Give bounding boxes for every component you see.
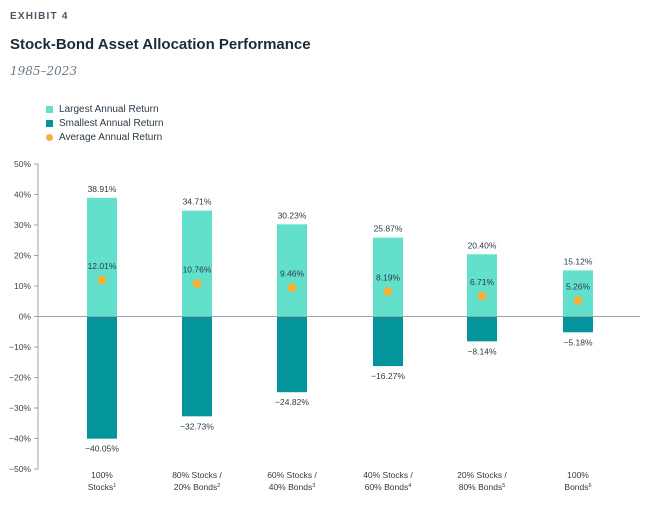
- data-label-average: 9.46%: [280, 269, 305, 279]
- legend-item-average: Average Annual Return: [46, 130, 164, 144]
- bar-smallest: [182, 316, 212, 417]
- legend-dot-average: [46, 133, 53, 141]
- x-tick-label: 40% Bonds3: [269, 482, 316, 492]
- data-label-largest: 25.87%: [374, 224, 403, 234]
- data-label-smallest: −24.82%: [275, 397, 309, 407]
- data-label-smallest: −40.05%: [85, 444, 119, 454]
- y-tick-label: 0%: [19, 312, 32, 322]
- data-label-smallest: −5.18%: [563, 337, 593, 347]
- avg-point: [477, 291, 487, 301]
- data-label-smallest: −8.14%: [467, 346, 497, 356]
- data-label-average: 10.76%: [183, 265, 212, 275]
- chart-subtitle: 1985–2023: [10, 64, 78, 78]
- x-tick-label: Bonds6: [564, 482, 591, 492]
- bar-smallest: [467, 316, 497, 342]
- y-tick-label: 40%: [14, 190, 31, 200]
- legend-label-average: Average Annual Return: [59, 131, 163, 143]
- x-tick-label: 60% Stocks /: [267, 470, 317, 480]
- x-tick-label: 60% Bonds4: [365, 482, 412, 492]
- data-label-average: 12.01%: [88, 261, 117, 271]
- data-label-largest: 30.23%: [278, 210, 307, 220]
- legend-item-smallest: Smallest Annual Return: [46, 116, 164, 130]
- y-tick-label: −20%: [9, 373, 31, 383]
- x-tick-label: 100%: [567, 470, 589, 480]
- y-tick-label: 20%: [14, 251, 31, 261]
- legend: Largest Annual Return Smallest Annual Re…: [46, 102, 164, 144]
- data-label-average: 6.71%: [470, 277, 495, 287]
- data-label-smallest: −16.27%: [371, 371, 405, 381]
- y-tick-label: −30%: [9, 403, 31, 413]
- x-tick-label: 80% Bonds5: [459, 482, 506, 492]
- exhibit-label: EXHIBIT 4: [10, 11, 69, 22]
- x-tick-label: 100%: [91, 470, 113, 480]
- x-tick-label: 80% Stocks /: [172, 470, 222, 480]
- y-tick-label: 50%: [14, 159, 31, 169]
- bar-smallest: [277, 316, 307, 393]
- data-label-largest: 20.40%: [468, 240, 497, 250]
- chart-title: Stock-Bond Asset Allocation Performance: [10, 36, 311, 53]
- legend-label-smallest: Smallest Annual Return: [59, 117, 164, 129]
- y-tick-label: −10%: [9, 342, 31, 352]
- data-label-average: 5.26%: [566, 281, 591, 291]
- bar-largest: [182, 210, 212, 317]
- bar-largest: [563, 270, 593, 317]
- legend-swatch-largest: [46, 105, 53, 113]
- y-tick-label: −50%: [9, 464, 31, 474]
- data-label-largest: 34.71%: [183, 197, 212, 207]
- bar-smallest: [87, 316, 117, 439]
- x-tick-label: Stocks1: [88, 482, 117, 492]
- bar-largest: [87, 197, 117, 317]
- legend-item-largest: Largest Annual Return: [46, 102, 164, 116]
- x-tick-label: 20% Stocks /: [457, 470, 507, 480]
- avg-point: [287, 283, 297, 293]
- avg-point: [97, 275, 107, 285]
- y-tick-label: −40%: [9, 434, 31, 444]
- legend-swatch-smallest: [46, 119, 53, 127]
- bar-largest: [277, 224, 307, 317]
- x-tick-label: 40% Stocks /: [363, 470, 413, 480]
- bar-smallest: [563, 316, 593, 333]
- bar-largest: [467, 254, 497, 317]
- avg-point: [192, 279, 202, 289]
- bar-smallest: [373, 316, 403, 367]
- data-label-largest: 38.91%: [88, 184, 117, 194]
- y-tick-label: 10%: [14, 281, 31, 291]
- data-label-average: 8.19%: [376, 273, 401, 283]
- legend-label-largest: Largest Annual Return: [59, 103, 159, 115]
- x-tick-label: 20% Bonds2: [174, 482, 221, 492]
- avg-point: [573, 295, 583, 305]
- data-label-smallest: −32.73%: [180, 421, 214, 431]
- bar-largest: [373, 237, 403, 317]
- avg-point: [383, 287, 393, 297]
- data-label-largest: 15.12%: [564, 256, 593, 266]
- y-tick-label: 30%: [14, 220, 31, 230]
